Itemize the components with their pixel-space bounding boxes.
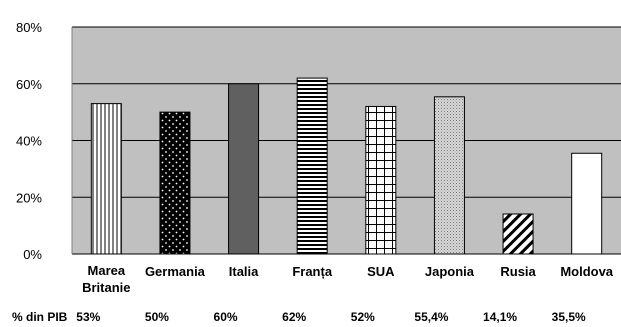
bars <box>90 77 603 255</box>
value-label: 62% <box>282 310 306 324</box>
bar <box>365 105 397 255</box>
x-tick-label: Moldova <box>560 264 613 279</box>
value-label: 35,5% <box>552 310 586 324</box>
y-tick-label: 60% <box>16 77 42 92</box>
value-label: 14,1% <box>483 310 517 324</box>
x-tick-label: Japonia <box>425 264 475 279</box>
bar <box>159 111 191 255</box>
x-tick-label: Germania <box>145 264 206 279</box>
x-tick-label: SUA <box>367 264 395 279</box>
value-row: % din PIB 53% 50% 60% 62% 52% 55,4% 14,1% 35,5% <box>12 310 586 324</box>
bar <box>90 103 122 255</box>
category-labels: Marea Britanie Germania Italia Franța SUA Japo… <box>82 263 614 295</box>
value-label: 60% <box>214 310 238 324</box>
y-axis-ticks: 0% 20% 40% 60% 80% <box>16 20 42 262</box>
x-tick-label: Marea Britanie <box>82 263 130 295</box>
y-tick-label: 20% <box>16 190 42 205</box>
bar <box>571 152 603 255</box>
x-tick-label: Italia <box>229 264 259 279</box>
y-tick-label: 40% <box>16 134 42 149</box>
y-tick-label: 0% <box>23 247 42 262</box>
value-label: 52% <box>351 310 375 324</box>
value-label: 53% <box>76 310 100 324</box>
x-tick-label: Rusia <box>500 264 536 279</box>
value-label: 50% <box>145 310 169 324</box>
bar <box>433 96 465 255</box>
value-label: 55,4% <box>414 310 448 324</box>
bar <box>228 83 260 255</box>
x-tick-label: Franța <box>292 264 333 279</box>
row-label: % din PIB <box>12 310 68 324</box>
bar <box>296 77 328 255</box>
y-tick-label: 80% <box>16 20 42 35</box>
bar <box>502 213 534 255</box>
